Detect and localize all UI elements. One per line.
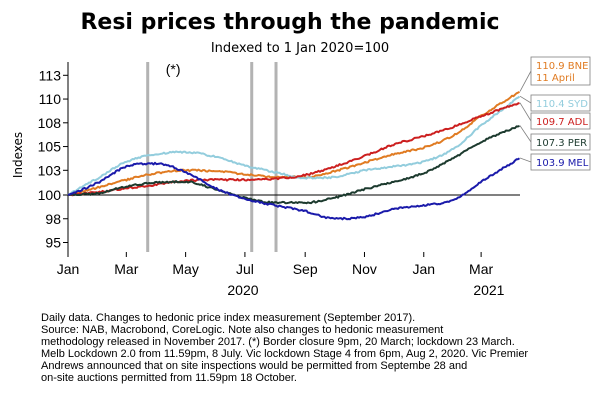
- y-tick-label: 113: [39, 67, 62, 83]
- legend-leader: [519, 125, 532, 143]
- legend-label-per: 107.3 PER: [536, 138, 587, 149]
- legend-label-adl: 109.7 ADL: [536, 117, 588, 128]
- footnote-line: Andrews announced that on site inspectio…: [41, 360, 468, 372]
- x-tick-label: Jan: [57, 261, 80, 277]
- legend-leader: [519, 157, 532, 163]
- legend-label-bne: 110.9 BNE: [536, 61, 588, 72]
- series-lines: [67, 90, 521, 221]
- y-tick-label: 108: [38, 115, 62, 131]
- footnote-line: Source: NAB, Macrobond, CoreLogic. Note …: [41, 324, 444, 336]
- series-line-syd: [67, 95, 521, 196]
- y-tick-label: 105: [38, 139, 62, 155]
- x-year-label: 2020: [227, 282, 258, 298]
- y-tick-label: 103: [38, 162, 62, 178]
- y-axis-label: Indexes: [11, 132, 25, 178]
- x-year-label: 2021: [473, 282, 504, 298]
- x-tick-label: May: [172, 261, 198, 277]
- footnote-line: methodology released in November 2017. (…: [41, 336, 515, 348]
- series-line-mel: [67, 157, 521, 221]
- y-tick-label: 98: [45, 211, 61, 227]
- chart-subtitle: Indexed to 1 Jan 2020=100: [211, 41, 389, 56]
- series-line-bne: [67, 90, 521, 196]
- y-tick-label: 100: [38, 187, 62, 203]
- legend-label-mel: 103.9 MEL: [536, 158, 589, 169]
- footnote-line: Daily data. Changes to hedonic price ind…: [41, 312, 416, 324]
- chart: Resi prices through the pandemic Indexed…: [11, 10, 591, 298]
- x-tick-label: Mar: [469, 261, 493, 277]
- legend-leader: [519, 102, 532, 122]
- footnote-line: Melb Lockdown 2.0 from 11.59pm, 8 July. …: [41, 348, 529, 360]
- legend-label-bne: 11 April: [536, 73, 575, 84]
- x-tick-label: Sep: [293, 261, 318, 277]
- y-tick-label: 95: [45, 235, 61, 251]
- event-lines: (*): [146, 61, 278, 252]
- legend-box: [530, 112, 591, 130]
- chart-title: Resi prices through the pandemic: [80, 10, 499, 35]
- legend-label-syd: 110.4 SYD: [536, 99, 588, 110]
- series-line-adl: [67, 102, 520, 197]
- y-tick-label: 110: [39, 91, 62, 107]
- legend-leader: [519, 70, 532, 92]
- event-note: (*): [166, 61, 181, 77]
- legend-box: [530, 56, 591, 86]
- series-line-per: [67, 124, 520, 205]
- axes: 113 110 108 105 103 100 98 95 Jan Mar May Jul Sep Nov…: [38, 62, 520, 298]
- legend-box: [530, 94, 591, 112]
- x-tick-label: Mar: [114, 261, 138, 277]
- legend-box: [530, 133, 591, 151]
- x-tick-label: Jan: [412, 261, 435, 277]
- legend-box: [530, 153, 591, 171]
- footnote-line: on-site auctions permitted from 11.59pm …: [41, 372, 297, 384]
- footnote: Daily data. Changes to hedonic price ind…: [41, 312, 586, 384]
- legend-leader: [519, 95, 532, 104]
- x-tick-label: Jul: [236, 261, 254, 277]
- x-tick-label: Nov: [352, 261, 377, 277]
